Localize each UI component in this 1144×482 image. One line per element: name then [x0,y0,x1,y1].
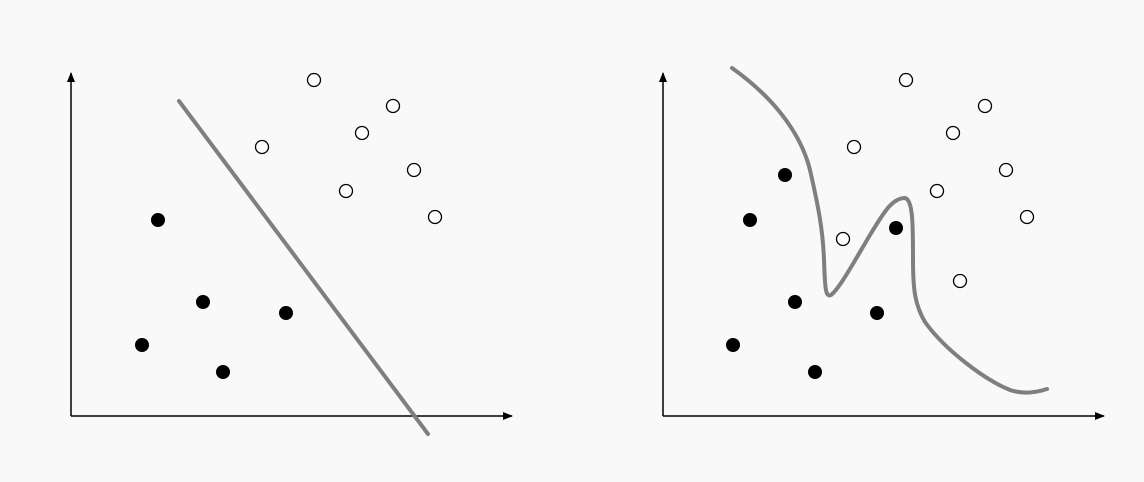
hollow-point [306,72,322,88]
hollow-point [1019,209,1035,225]
hollow-point [952,273,968,289]
hollow-point [254,139,270,155]
hollow-point [998,162,1014,178]
decision-boundary-line [177,99,430,436]
hollow-point [929,183,945,199]
hollow-point [977,98,993,114]
filled-point [889,221,903,235]
filled-point [279,306,293,320]
filled-point [216,365,230,379]
filled-point [870,306,884,320]
filled-point [743,213,757,227]
filled-point [135,338,149,352]
hollow-point [945,125,961,141]
hollow-point [835,231,851,247]
panel-nonlinear [659,66,1105,420]
hollow-point [406,162,422,178]
filled-point [726,338,740,352]
filled-points [726,168,903,379]
hollow-point [427,209,443,225]
hollow-point [338,183,354,199]
hollow-points [835,72,1035,289]
filled-point [196,295,210,309]
panel-linear [67,72,513,436]
hollow-point [846,139,862,155]
filled-points [135,213,293,379]
filled-point [808,365,822,379]
filled-point [778,168,792,182]
filled-point [788,295,802,309]
hollow-point [354,125,370,141]
decision-boundary-curve [730,66,1049,395]
hollow-point [898,72,914,88]
filled-point [151,213,165,227]
hollow-point [385,98,401,114]
hollow-points [254,72,443,225]
